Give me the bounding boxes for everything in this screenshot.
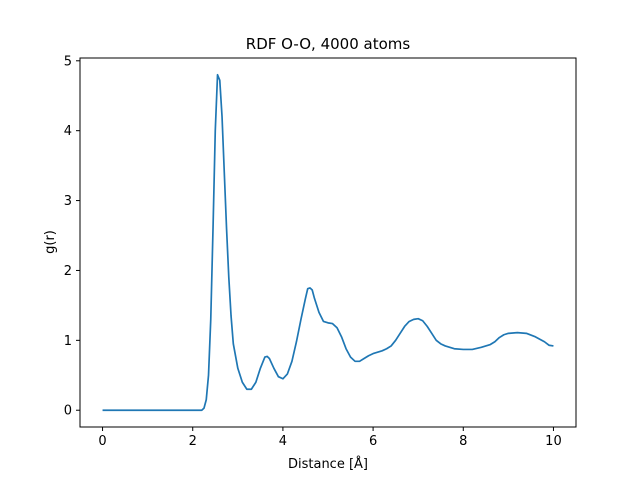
x-tick-label: 2 — [189, 434, 197, 449]
x-axis-label: Distance [Å] — [288, 456, 368, 472]
x-axis-ticks: 0 2 4 6 8 10 — [98, 427, 562, 449]
series-layer — [102, 73, 554, 412]
rdf-series-line — [102, 73, 554, 412]
x-tick-label: 10 — [545, 434, 562, 449]
x-tick-label: 4 — [279, 434, 287, 449]
chart-title: RDF O-O, 4000 atoms — [246, 35, 411, 53]
y-axis-label: g(r) — [43, 230, 58, 254]
y-tick-label: 5 — [64, 54, 72, 69]
y-tick-label: 0 — [64, 404, 72, 419]
plot-frame — [79, 57, 577, 428]
x-tick-label: 0 — [98, 434, 106, 449]
y-axis-ticks: 0 1 2 3 4 5 — [64, 54, 80, 419]
y-tick-label: 3 — [64, 194, 72, 209]
x-tick-label: 6 — [369, 434, 377, 449]
y-tick-label: 1 — [64, 334, 72, 349]
plot-background — [80, 58, 576, 427]
y-tick-label: 2 — [64, 264, 72, 279]
x-tick-label: 8 — [459, 434, 467, 449]
y-tick-label: 4 — [64, 124, 72, 139]
